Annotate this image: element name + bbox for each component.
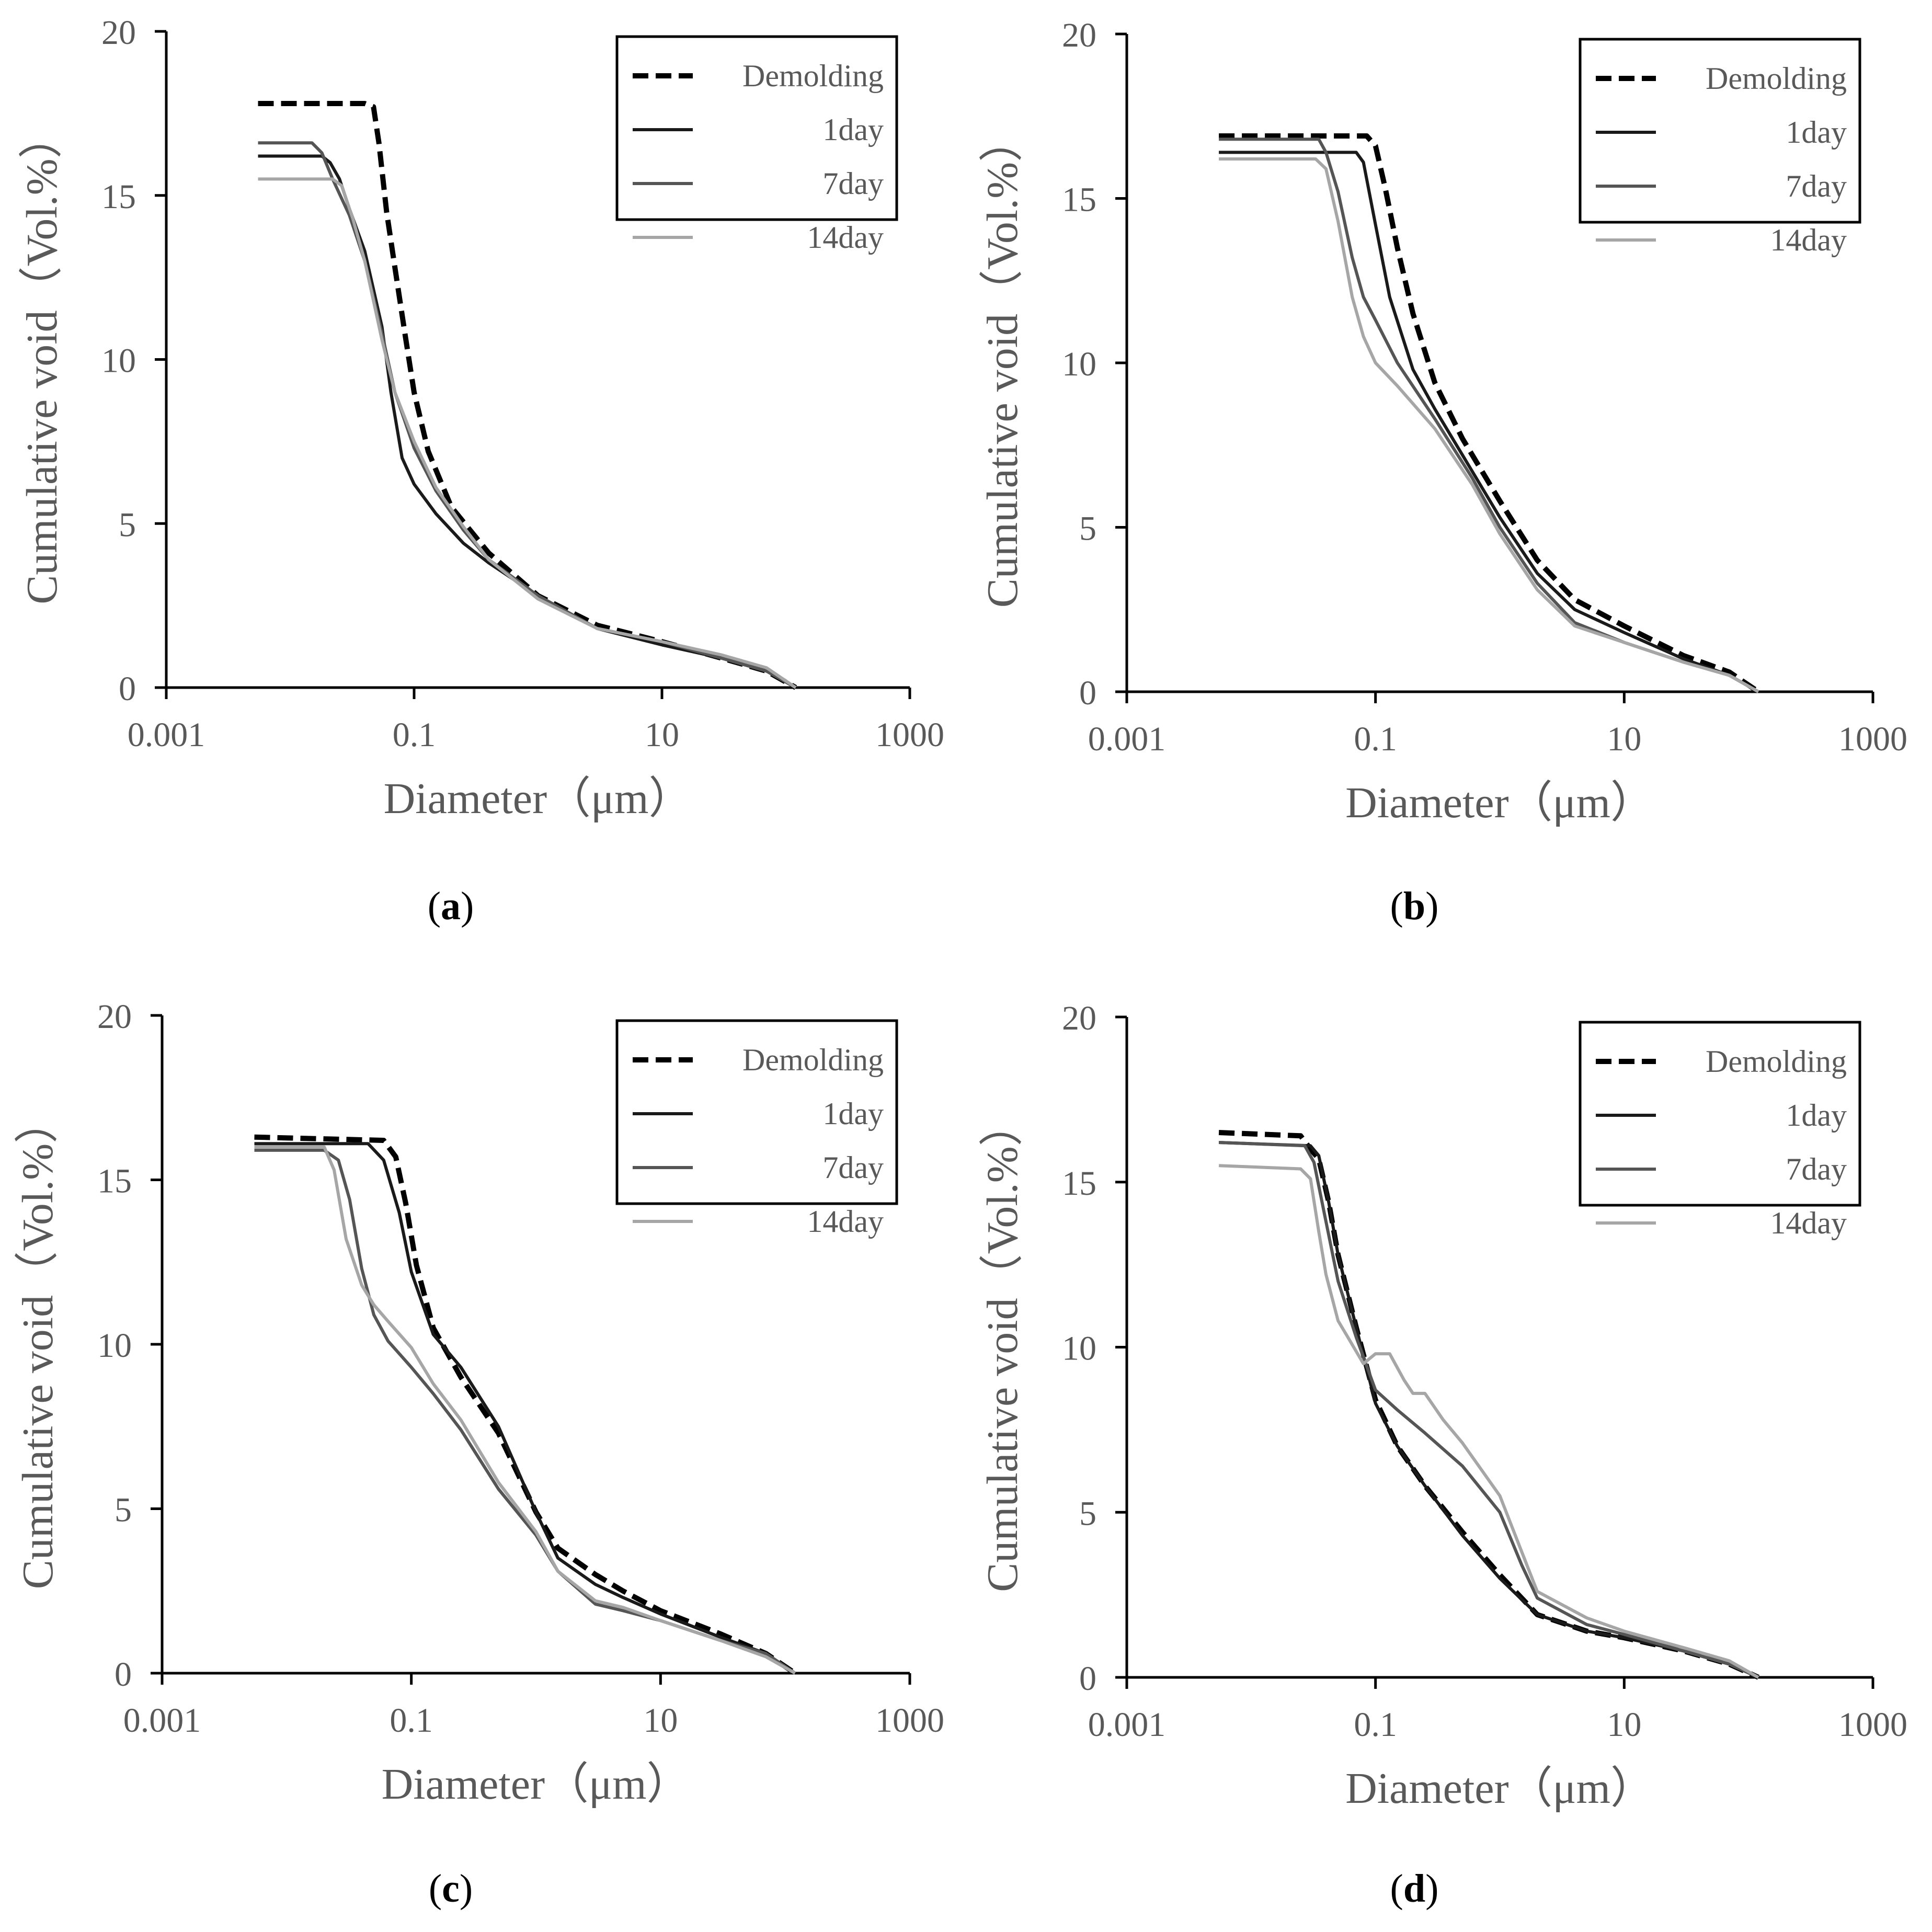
y-tick-label: 20 [97,998,132,1036]
chart-panel-b: 0 5 10 15 20 0.001 0.1 10 1000 Diameter（μm） Cumula… [978,16,1907,928]
x-tick-label: 10 [1607,720,1641,758]
series-line-14day [1218,1164,1759,1679]
series-line-1day [254,1142,796,1675]
series-line-7day [258,141,797,689]
y-tick-label: 5 [1079,510,1096,548]
legend: Demolding 1day 7day 14day [615,1019,898,1239]
y-tick-label: 10 [101,342,136,380]
x-tick-label: 1000 [1838,720,1907,758]
x-tick-label: 0.1 [1354,1706,1397,1744]
panel-caption: (b) [1390,884,1439,928]
y-tick-label: 15 [1062,181,1096,219]
legend-label: 7day [1786,1152,1847,1186]
series-line-7day [254,1148,796,1675]
panel-caption: (d) [1390,1867,1439,1911]
legend-label: Demolding [742,59,884,93]
series-line-1day [258,154,797,689]
y-tick-label: 15 [1062,1164,1096,1203]
y-tick-label: 20 [1062,16,1096,54]
series-line-14day [254,1145,796,1675]
legend-label: 7day [822,166,884,201]
y-tick-label: 0 [1079,1660,1096,1698]
legend: Demolding 1day 7day 14day [1579,1021,1861,1240]
chart-panel-a: 0 5 10 15 20 0.001 0.1 10 1000 Diameter（μm） Cumula… [18,14,944,928]
x-tick-label: 0.1 [390,1701,433,1740]
series-line-1day [1219,151,1759,693]
y-axis-title: Cumulative void（Vol.%） [978,118,1027,608]
x-tick-label: 10 [643,1701,678,1740]
x-axis-title: Diameter（μm） [382,1760,691,1809]
panel-caption: (c) [429,1867,473,1911]
legend-label: Demolding [1706,61,1847,96]
x-tick-label: 0.001 [128,716,205,754]
legend-label: 1day [1786,1098,1847,1133]
y-tick-label: 5 [1079,1494,1096,1533]
y-axis-title: Cumulative void（Vol.%） [978,1102,1027,1592]
legend-label: Demolding [1706,1044,1847,1079]
legend-label: 1day [1786,115,1847,150]
series-line-demolding [1219,133,1760,694]
legend-label: 7day [822,1150,884,1185]
chart-panel-d: 0 5 10 15 20 0.001 0.1 10 1000 Diameter（μm） Cumula… [978,999,1907,1911]
y-tick-label: 20 [101,14,136,52]
x-tick-label: 0.001 [1088,720,1166,758]
legend-label: 1day [822,1096,884,1131]
y-tick-label: 20 [1062,999,1096,1037]
x-tick-label: 10 [1607,1706,1641,1744]
x-tick-label: 0.1 [393,716,436,754]
legend: Demolding 1day 7day 14day [1579,38,1861,257]
panel-caption: (a) [428,884,474,928]
y-tick-label: 15 [97,1162,132,1201]
series-line-demolding [258,101,797,690]
x-axis-title: Diameter（μm） [1345,1764,1654,1813]
y-tick-label: 0 [119,670,136,708]
x-tick-label: 1000 [875,716,944,754]
series-line-14day [1219,157,1759,693]
y-tick-label: 0 [1079,674,1096,712]
x-tick-label: 0.1 [1354,720,1397,758]
y-tick-label: 10 [97,1327,132,1365]
x-tick-label: 10 [645,716,679,754]
legend-label: 14day [1770,223,1847,257]
legend-label: Demolding [742,1043,884,1077]
y-axis-title: Cumulative void（Vol.%） [14,1100,62,1589]
series-line-demolding [254,1134,797,1676]
y-tick-label: 10 [1062,1330,1096,1368]
y-tick-label: 5 [119,506,136,544]
y-tick-label: 5 [115,1491,132,1529]
legend-label: 14day [807,220,884,255]
y-tick-label: 15 [101,178,136,216]
y-axis-title: Cumulative void（Vol.%） [18,115,66,604]
series-line-7day [1218,1141,1759,1679]
series-line-14day [258,177,797,689]
y-tick-label: 0 [115,1655,132,1694]
legend-label: 14day [1770,1206,1847,1240]
legend: Demolding 1day 7day 14day [615,35,898,255]
x-tick-label: 1000 [875,1701,944,1740]
x-axis-title: Diameter（μm） [384,774,693,823]
legend-label: 7day [1786,169,1847,203]
legend-label: 14day [807,1204,884,1239]
y-tick-label: 10 [1062,345,1096,383]
x-tick-label: 1000 [1838,1706,1907,1744]
x-tick-label: 0.001 [123,1701,201,1740]
x-tick-label: 0.001 [1088,1706,1166,1744]
chart-panel-c: 0 5 10 15 20 0.001 0.1 10 1000 Diameter（μm） Cumula… [14,998,944,1911]
series-line-1day [1218,1141,1759,1679]
legend-label: 1day [822,112,884,147]
x-axis-title: Diameter（μm） [1345,779,1654,827]
series-line-demolding [1218,1130,1760,1680]
